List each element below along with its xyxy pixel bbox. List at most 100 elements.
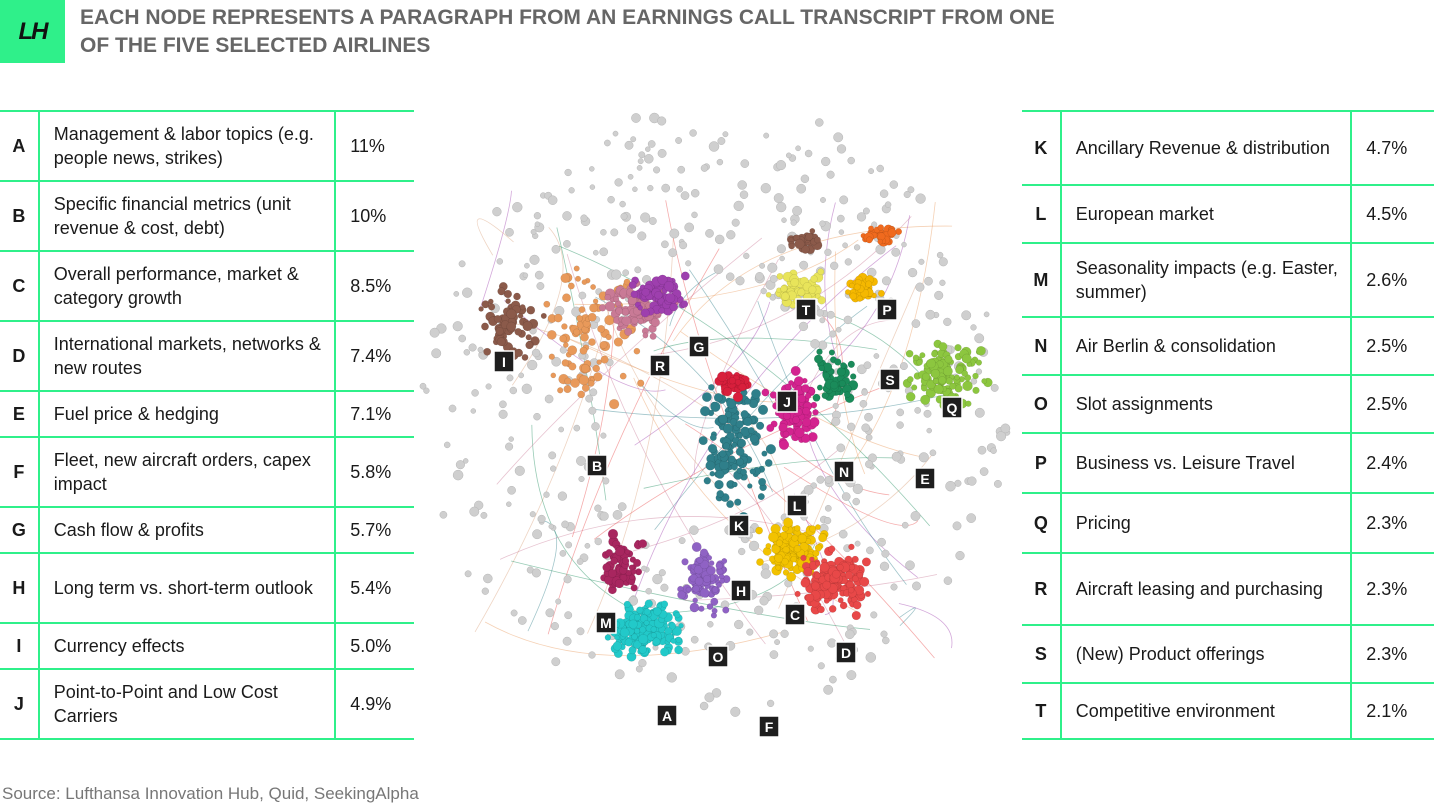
legend-row-d: D International markets, networks & new r… [0, 321, 414, 392]
network-node-gray [565, 541, 573, 549]
legend-percent: 4.5% [1351, 185, 1434, 244]
legend-percent: 7.1% [335, 391, 414, 438]
network-node-lime [961, 370, 969, 377]
network-node-gray [531, 348, 541, 358]
network-node-gray [983, 311, 990, 318]
cluster-label-text: T [802, 302, 811, 318]
network-node-gray [514, 465, 525, 476]
network-node-orangep [865, 280, 873, 288]
network-node-gray [563, 240, 571, 248]
network-node-orangered [865, 236, 873, 244]
network-edge [824, 202, 839, 365]
network-node-lime [930, 368, 941, 379]
cluster-label-a: A [656, 704, 678, 727]
cluster-label-s: S [879, 368, 901, 391]
network-node-violet [711, 586, 719, 593]
network-node-cyan [674, 645, 683, 655]
network-node-teal [709, 434, 717, 442]
network-node-purple [665, 292, 676, 303]
network-node-lime [961, 353, 972, 364]
cluster-label-text: B [592, 458, 602, 474]
network-node-purple [658, 307, 666, 314]
network-node-gray [974, 407, 985, 418]
network-node-gray [600, 229, 607, 236]
network-node-i [514, 348, 524, 358]
cluster-label-text: G [694, 339, 705, 355]
network-node-gray [619, 200, 626, 208]
network-node-gray [979, 467, 989, 476]
network-node-gray [755, 272, 764, 281]
network-node-cyan [674, 611, 681, 619]
network-node-darkgreen [836, 367, 846, 377]
network-node-pink [615, 307, 623, 315]
network-node-b-orange [600, 355, 609, 364]
network-node-red [831, 569, 841, 579]
network-node-gray [912, 581, 921, 591]
network-node-cyan [633, 613, 641, 621]
network-node-b-orange [589, 303, 599, 313]
network-node-pink [650, 317, 660, 327]
network-node-pink [624, 327, 633, 336]
network-node-gray [684, 222, 695, 233]
network-node-i [495, 327, 504, 336]
network-node-gray [564, 168, 572, 177]
network-node-gray [561, 520, 569, 529]
legend-label: Overall performance, market & category g… [38, 251, 337, 322]
network-node-b-orange [573, 265, 580, 272]
network-node-violet [698, 605, 705, 612]
cluster-label-text: I [502, 354, 506, 370]
network-node-teal [735, 447, 745, 457]
legend-label: Air Berlin & consolidation [1060, 317, 1353, 376]
network-node-gray [452, 469, 464, 481]
network-node-gray [861, 388, 868, 396]
network-node-gray [881, 549, 890, 558]
network-node-pink [642, 332, 649, 339]
network-node-b-orange [570, 378, 580, 388]
network-edge [669, 269, 723, 327]
network-node-b-orange [562, 293, 571, 303]
network-node-gray [588, 406, 597, 415]
network-node-pink [613, 296, 620, 303]
network-node-pink [604, 294, 612, 301]
network-node-gray [563, 575, 572, 584]
network-node-cyan [653, 607, 662, 616]
network-node-gray [485, 383, 492, 390]
network-node-gray [820, 197, 826, 203]
network-node-b-orange [562, 342, 569, 348]
network-node-gray [463, 349, 471, 356]
network-node-gray [611, 269, 622, 280]
network-node-b-orange [619, 372, 627, 380]
network-node-gray [775, 160, 787, 171]
network-node-gray [524, 262, 530, 269]
network-node-gray [492, 207, 502, 217]
network-node-red [800, 554, 807, 562]
network-node-gray [443, 441, 451, 449]
network-node-gray [743, 252, 750, 260]
network-node-violet [721, 558, 728, 564]
network-node-gray [666, 672, 677, 683]
network-node-red [864, 590, 872, 598]
network-node-gray [769, 650, 779, 659]
network-edge [689, 269, 794, 441]
network-node-gray [853, 244, 861, 251]
cluster-label-j: J [776, 390, 798, 413]
network-node-gray [868, 168, 875, 175]
network-node-cyan [675, 636, 682, 644]
legend-row-f: F Fleet, new aircraft orders, capex impac… [0, 437, 414, 508]
network-node-gray [884, 201, 892, 208]
network-node-maroon [628, 564, 635, 571]
network-node-darkgreen [838, 379, 846, 387]
legend-row-l: L European market 4.5% [1022, 185, 1434, 244]
network-node-maroon [614, 578, 625, 589]
network-node-red [852, 575, 859, 583]
legend-label: European market [1060, 185, 1353, 244]
network-node-teal [765, 444, 777, 455]
legend-label: Long term vs. short-term outlook [38, 553, 337, 624]
network-node-gray [602, 477, 610, 485]
network-node-red [828, 605, 837, 613]
network-node-b-orange [599, 340, 608, 349]
network-node-b-orange [580, 332, 589, 342]
cluster-label-text: L [793, 498, 802, 514]
network-node-maroon [638, 539, 648, 549]
network-node-gray [915, 193, 926, 204]
